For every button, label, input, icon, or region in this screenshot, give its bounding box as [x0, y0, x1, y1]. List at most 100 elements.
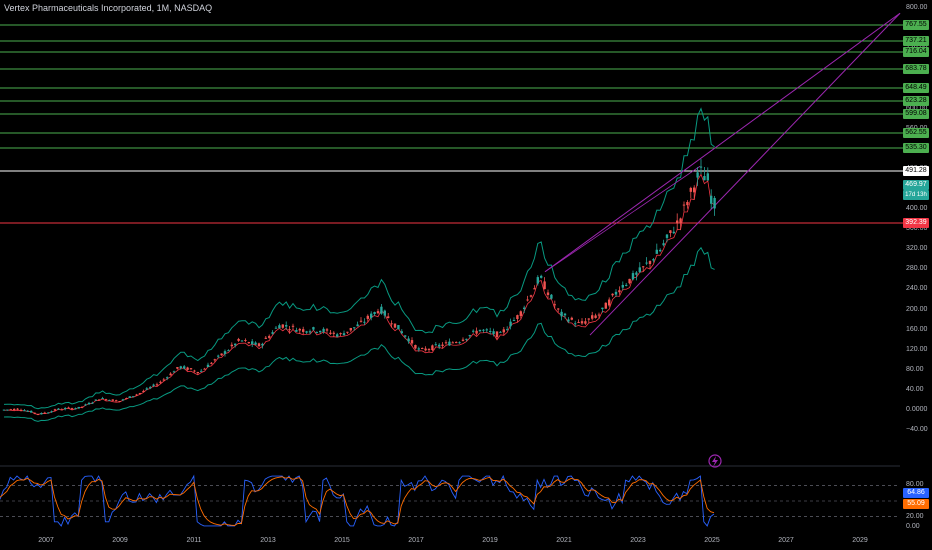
candle-body: [346, 331, 349, 333]
candle-body: [502, 329, 505, 333]
stochastic-pane: [0, 474, 900, 527]
candle-body: [101, 397, 104, 399]
candle-body: [115, 400, 118, 402]
candle-body: [679, 218, 682, 224]
candle-body: [118, 400, 121, 402]
candle-body: [373, 312, 376, 315]
candle-body: [614, 291, 618, 295]
candle-body: [591, 315, 594, 319]
candle-body: [363, 321, 366, 323]
candle-body: [217, 355, 220, 357]
stoch-tick-label: 20.00: [906, 512, 924, 520]
candle-body: [485, 329, 488, 331]
candle-body: [597, 314, 601, 316]
price-tick-label: 360.00: [906, 225, 928, 233]
candle-body: [166, 377, 169, 379]
candle-body: [125, 397, 128, 399]
candle-body: [390, 323, 393, 325]
time-tick-label: 2011: [186, 537, 202, 544]
candle-body: [81, 406, 84, 408]
candle-body: [567, 319, 570, 322]
candle-body: [550, 294, 553, 299]
candle-body: [693, 187, 696, 193]
price-tick-label: 200.00: [906, 305, 928, 313]
candle-body: [608, 299, 611, 306]
bollinger-bands: [3, 107, 715, 422]
bb-basis: [3, 173, 715, 415]
candle-body: [162, 379, 165, 381]
candle-body: [468, 335, 471, 337]
candle-body: [533, 288, 536, 290]
candle-body: [465, 338, 468, 340]
candle-body: [322, 328, 325, 332]
candle-body: [312, 327, 315, 330]
candle-body: [703, 176, 706, 181]
candle-body: [36, 413, 40, 415]
candle-body: [336, 334, 339, 337]
candle-body: [662, 243, 665, 246]
level-badge: 683.78: [903, 64, 929, 74]
candle-body: [155, 384, 159, 386]
candle-body: [152, 384, 155, 386]
candle-body: [172, 371, 176, 373]
candle-body: [121, 399, 125, 401]
candle-body: [84, 404, 87, 406]
candle-body: [64, 408, 67, 410]
level-badge: 535.30: [903, 143, 929, 153]
candle-body: [50, 411, 53, 413]
candle-body: [23, 410, 26, 412]
candle-body: [254, 342, 257, 345]
last-price-badge: 469.97: [903, 180, 929, 190]
candle-body: [523, 307, 526, 310]
candle-body: [234, 343, 237, 346]
candle-body: [329, 332, 332, 334]
candle-body: [159, 381, 162, 383]
candle-body: [220, 353, 223, 356]
channel-ray: [544, 165, 701, 273]
price-tick-label: 160.00: [906, 325, 928, 333]
candle-body: [587, 318, 590, 320]
candle-body: [332, 332, 335, 334]
candle-body: [699, 166, 703, 168]
time-tick-label: 2021: [556, 537, 572, 544]
horizontal-levels: [0, 24, 903, 224]
price-tick-label: 120.00: [906, 345, 928, 353]
candle-body: [26, 410, 29, 412]
time-tick-label: 2013: [260, 537, 276, 544]
candle-body: [210, 362, 213, 364]
candle-body: [431, 345, 434, 351]
candle-body: [40, 412, 43, 415]
candle-body: [499, 331, 502, 333]
candle-body: [186, 367, 189, 370]
candle-body: [509, 321, 512, 327]
candle-body: [274, 327, 278, 329]
candle-body: [669, 230, 672, 234]
candle-body: [455, 342, 458, 344]
candle-body: [383, 310, 386, 316]
candle-body: [257, 343, 261, 347]
lightning-event-icon[interactable]: [708, 454, 722, 468]
candle-body: [87, 402, 91, 405]
candle-body: [111, 399, 114, 401]
candle-body: [628, 278, 631, 284]
price-tick-label: 240.00: [906, 285, 928, 293]
price-tick-label: 400.00: [906, 205, 928, 212]
candle-body: [33, 412, 36, 414]
candle-body: [57, 408, 60, 410]
trend-channel: [544, 12, 901, 336]
candle-body: [240, 340, 244, 342]
candle-body: [444, 342, 448, 344]
candle-body: [183, 366, 186, 369]
candle-body: [638, 267, 641, 273]
candle-body: [91, 402, 94, 404]
candle-body: [271, 332, 274, 334]
candle-body: [621, 284, 624, 288]
candle-body: [478, 329, 482, 332]
candle-body: [676, 220, 679, 224]
candle-body: [506, 329, 509, 331]
candle-body: [278, 325, 281, 329]
candle-body: [135, 394, 138, 396]
level-badge: 716.04: [903, 47, 929, 57]
candle-body: [30, 410, 33, 413]
